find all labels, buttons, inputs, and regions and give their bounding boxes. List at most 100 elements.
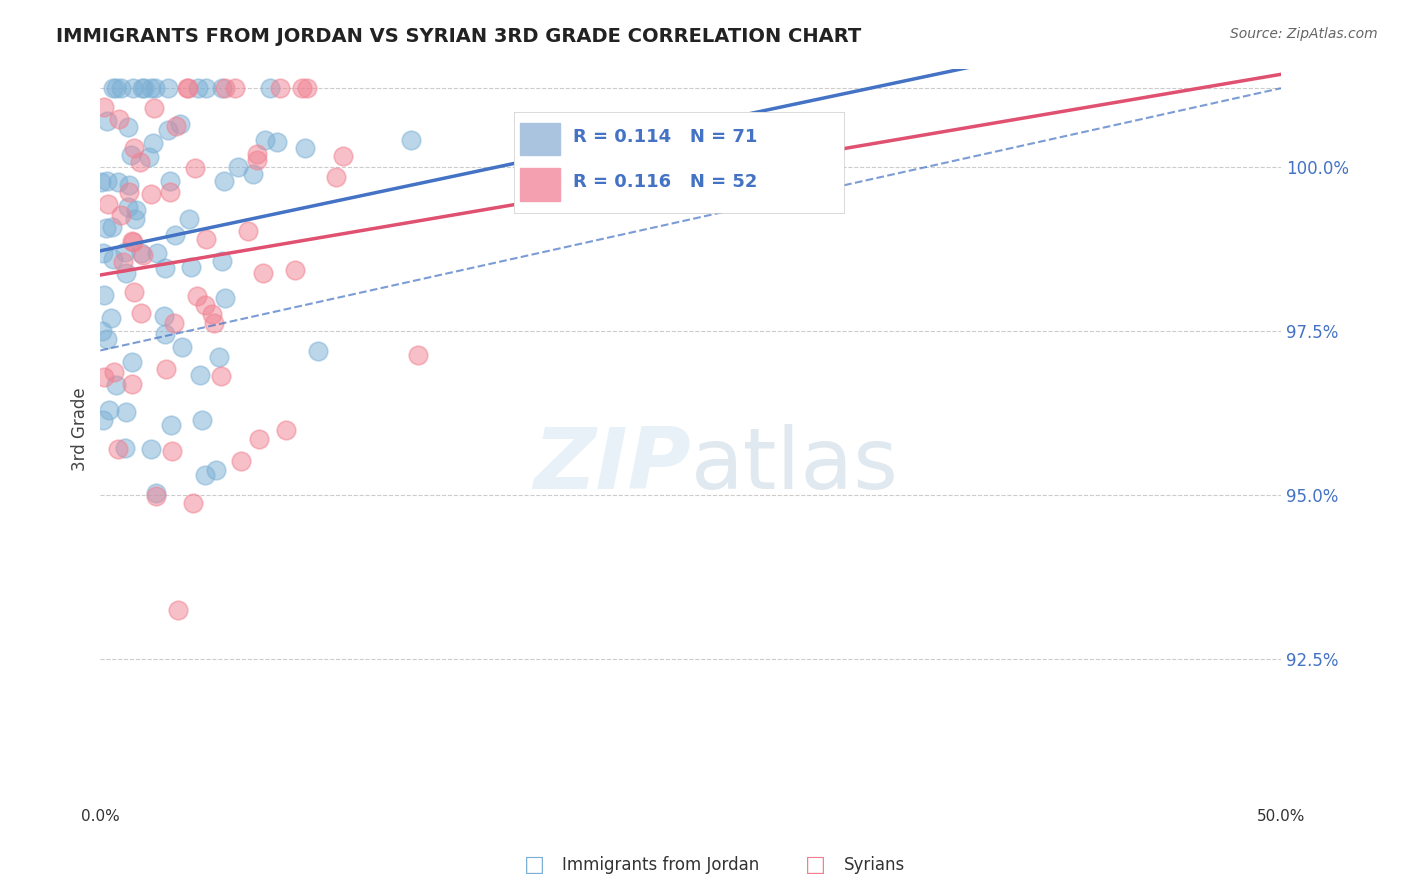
- Point: [107, 442, 129, 456]
- Point: [242, 167, 264, 181]
- Point: [195, 231, 218, 245]
- Point: [90, 175, 112, 189]
- Point: [96, 114, 118, 128]
- Point: [194, 81, 217, 95]
- Point: [129, 306, 152, 320]
- Point: [159, 186, 181, 200]
- Point: [101, 252, 124, 266]
- Point: [152, 310, 174, 324]
- Point: [291, 81, 314, 95]
- Point: [208, 350, 231, 364]
- Point: [266, 135, 288, 149]
- Point: [101, 220, 124, 235]
- Point: [401, 133, 423, 147]
- Point: [143, 81, 166, 95]
- Point: [194, 298, 217, 312]
- Point: [247, 432, 270, 446]
- Point: [186, 289, 208, 303]
- Point: [132, 248, 155, 262]
- Point: [105, 378, 128, 392]
- Point: [155, 260, 177, 275]
- Point: [176, 81, 198, 95]
- Point: [269, 81, 291, 95]
- Point: [115, 404, 138, 418]
- Point: [122, 235, 145, 250]
- Point: [211, 81, 233, 95]
- Point: [167, 603, 190, 617]
- Point: [96, 174, 118, 188]
- Point: [238, 224, 260, 238]
- Point: [122, 141, 145, 155]
- Point: [120, 148, 142, 162]
- Point: [110, 208, 132, 222]
- Point: [141, 81, 163, 95]
- Point: [259, 81, 281, 95]
- Point: [97, 403, 120, 417]
- Point: [114, 244, 136, 259]
- Text: ZIP: ZIP: [533, 424, 690, 507]
- Point: [162, 443, 184, 458]
- Point: [297, 81, 319, 95]
- Point: [224, 81, 246, 95]
- Point: [246, 153, 269, 168]
- Point: [122, 285, 145, 300]
- Point: [231, 454, 253, 468]
- Point: [163, 228, 186, 243]
- Point: [160, 417, 183, 432]
- Point: [103, 365, 125, 379]
- Text: □: □: [524, 855, 544, 875]
- Point: [180, 260, 202, 275]
- Point: [142, 101, 165, 115]
- Point: [214, 174, 236, 188]
- Text: IMMIGRANTS FROM JORDAN VS SYRIAN 3RD GRADE CORRELATION CHART: IMMIGRANTS FROM JORDAN VS SYRIAN 3RD GRA…: [56, 27, 862, 45]
- Point: [325, 170, 347, 185]
- Point: [201, 307, 224, 321]
- Point: [214, 81, 236, 95]
- Point: [252, 266, 274, 280]
- Point: [284, 263, 307, 277]
- Point: [117, 120, 139, 135]
- Point: [165, 119, 187, 133]
- Point: [91, 413, 114, 427]
- Point: [194, 468, 217, 483]
- Y-axis label: 3rd Grade: 3rd Grade: [72, 387, 89, 471]
- Point: [122, 81, 145, 95]
- Point: [121, 234, 143, 248]
- Point: [145, 246, 167, 260]
- Point: [169, 117, 191, 131]
- Point: [131, 81, 153, 95]
- Point: [112, 255, 135, 269]
- Point: [214, 291, 236, 305]
- Text: atlas: atlas: [690, 424, 898, 507]
- Point: [121, 377, 143, 392]
- Point: [103, 81, 125, 95]
- Point: [246, 147, 269, 161]
- Text: □: □: [806, 855, 825, 875]
- Point: [332, 149, 354, 163]
- Point: [108, 112, 131, 127]
- Point: [294, 141, 316, 155]
- Point: [157, 123, 180, 137]
- Point: [254, 133, 277, 147]
- Point: [124, 212, 146, 227]
- Point: [100, 311, 122, 326]
- Point: [97, 197, 120, 211]
- Point: [406, 348, 429, 362]
- Text: 0.0%: 0.0%: [82, 809, 120, 824]
- Point: [226, 161, 249, 175]
- Point: [188, 368, 211, 382]
- Point: [145, 485, 167, 500]
- Point: [118, 186, 141, 200]
- Point: [181, 495, 204, 509]
- Point: [93, 100, 115, 114]
- Point: [155, 362, 177, 376]
- Text: Immigrants from Jordan: Immigrants from Jordan: [562, 856, 759, 874]
- Point: [159, 174, 181, 188]
- Text: Source: ZipAtlas.com: Source: ZipAtlas.com: [1230, 27, 1378, 41]
- Point: [114, 441, 136, 455]
- Point: [183, 161, 205, 176]
- Point: [141, 442, 163, 457]
- Text: Syrians: Syrians: [844, 856, 905, 874]
- Point: [156, 81, 179, 95]
- Point: [124, 202, 146, 217]
